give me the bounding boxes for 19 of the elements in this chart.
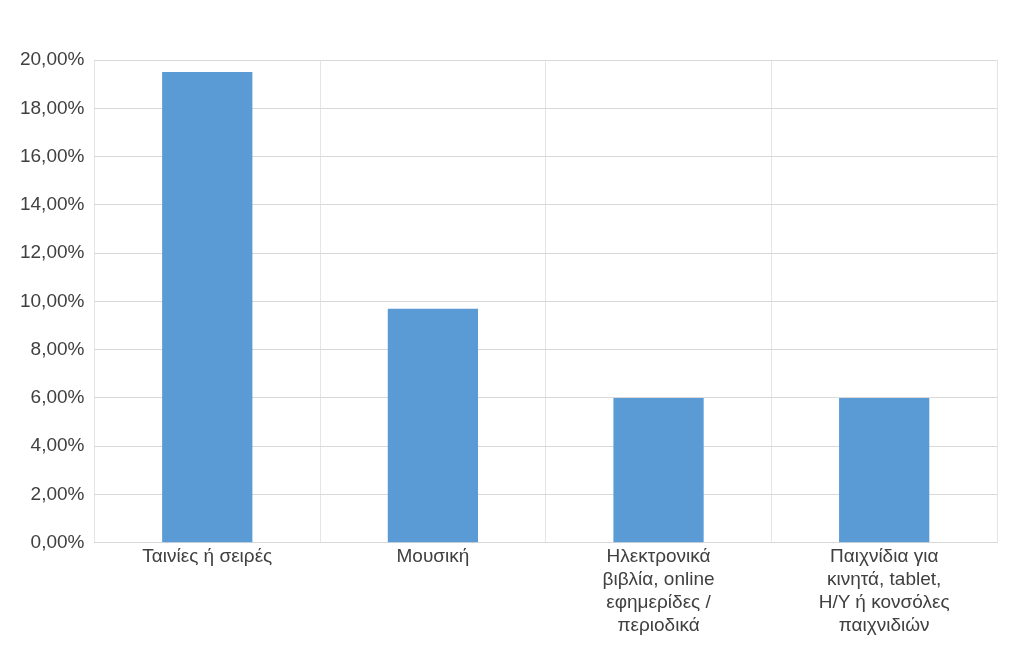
y-tick-label: 16,00% xyxy=(19,144,85,166)
y-tick-label: 6,00% xyxy=(30,386,85,408)
bar xyxy=(839,397,930,543)
y-tick-label: 4,00% xyxy=(30,434,85,456)
y-tick-label: 12,00% xyxy=(19,241,85,263)
x-tick-label: Παιχνίδια για κινητά, tablet, Η/Υ ή κονσόλες παιχνιδιών xyxy=(818,545,950,635)
y-tick-label: 10,00% xyxy=(19,289,85,311)
y-tick-label: 2,00% xyxy=(30,482,85,504)
bar xyxy=(613,397,704,543)
bar xyxy=(162,72,253,543)
y-tick-label: 20,00% xyxy=(19,48,85,70)
y-tick-label: 18,00% xyxy=(19,96,85,118)
bar xyxy=(387,308,479,543)
y-tick-label: 0,00% xyxy=(30,531,85,553)
x-tick-label: Μουσική xyxy=(396,545,470,567)
y-tick-label: 8,00% xyxy=(30,337,85,359)
x-tick-label: Ηλεκτρονικά βιβλία, online εφημερίδες / περιοδικά xyxy=(602,545,715,635)
y-tick-label: 14,00% xyxy=(19,193,85,215)
x-tick-label: Ταινίες ή σειρές xyxy=(142,545,273,567)
